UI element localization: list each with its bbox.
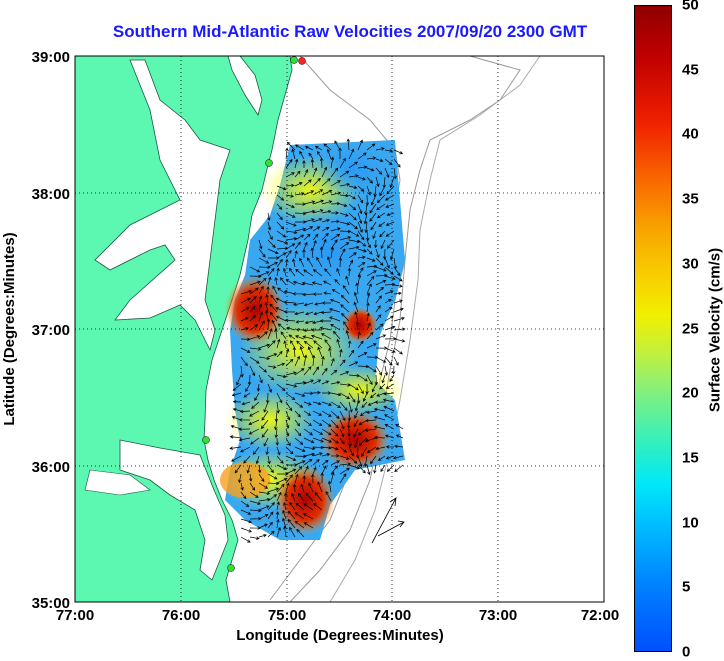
colorbar-tick-label: 15 [682, 449, 699, 467]
delaware-bay [227, 56, 263, 116]
radar-sites [202, 56, 306, 572]
colorbar-tick-label: 30 [682, 255, 699, 273]
x-tick-labels: 77:00 76:00 75:00 74:00 73:00 72:00 [56, 607, 619, 624]
colorbar-tick-label: 35 [682, 190, 699, 208]
map-title: Southern Mid-Atlantic Raw Velocities 200… [112, 22, 588, 41]
y-tick-label: 35:00 [32, 595, 70, 612]
colorbar-tick-label: 5 [682, 578, 691, 596]
velocity-field [220, 138, 406, 543]
pamlico-sound [119, 439, 229, 581]
colorbar-tick-label: 40 [682, 125, 699, 143]
y-tick-label: 39:00 [32, 49, 70, 66]
colorbar-label: Surface Velocity (cm/s) [706, 247, 724, 413]
colorbar-tick-label: 0 [682, 643, 691, 661]
x-tick-label: 75:00 [268, 607, 306, 624]
y-tick-label: 36:00 [32, 459, 70, 476]
y-tick-label: 37:00 [32, 322, 70, 339]
colorbar-tick-label: 25 [682, 320, 699, 337]
colorbar-tick-label: 50 [682, 0, 699, 14]
y-axis-label: Latitude (Degrees:Minutes) [1, 232, 18, 425]
x-tick-label: 74:00 [373, 607, 411, 624]
grid-lines [75, 56, 604, 602]
colorbar [634, 5, 672, 652]
chesapeake-bay [94, 59, 231, 352]
x-tick-label: 72:00 [581, 607, 619, 624]
y-tick-label: 38:00 [32, 186, 70, 203]
colorbar-tick-label: 45 [682, 61, 699, 79]
velocity-arrows [229, 138, 406, 543]
colorbar-tick-label: 20 [682, 384, 699, 402]
x-tick-label: 77:00 [56, 607, 94, 624]
scale-arrow [371, 497, 405, 544]
bathymetry-contours-deep [329, 56, 541, 602]
x-tick-label: 73:00 [479, 607, 517, 624]
x-tick-label: 76:00 [162, 607, 200, 624]
sound-inlet [84, 469, 151, 496]
plot-frame [74, 55, 605, 603]
y-tick-labels: 39:00 38:00 37:00 36:00 35:00 [32, 49, 70, 612]
colorbar-tick-label: 10 [682, 514, 699, 532]
x-axis-label: Longitude (Degrees:Minutes) [236, 627, 444, 644]
